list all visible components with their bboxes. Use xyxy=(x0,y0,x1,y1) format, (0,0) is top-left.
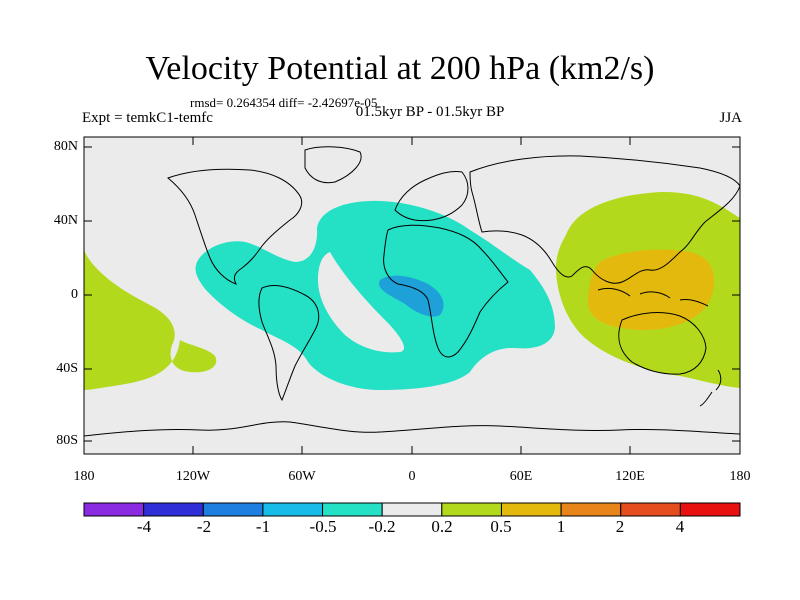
contour-neutral-tongue xyxy=(318,252,405,353)
season-label: JJA xyxy=(719,110,742,126)
colorbar-box xyxy=(381,502,443,517)
colorbar-label: -1 xyxy=(255,517,271,536)
xlabel-60e: 60E xyxy=(509,469,533,484)
colorbar xyxy=(83,502,741,517)
ylabel-80n: 80N xyxy=(53,139,78,154)
coastline-europe xyxy=(394,171,469,222)
xlabel-180w: 180 xyxy=(73,469,95,484)
contour-positive-pacific xyxy=(84,250,217,390)
colorbar-label: 0.5 xyxy=(490,517,512,536)
map-title: Velocity Potential at 200 hPa (km2/s) xyxy=(145,50,655,87)
colorbar-label: -0.5 xyxy=(309,517,337,536)
ylabel-40n: 40N xyxy=(53,213,78,228)
colorbar-box xyxy=(441,502,502,517)
ylabel-0: 0 xyxy=(71,287,78,302)
coastline-south-america xyxy=(258,285,320,402)
colorbar-label: 2 xyxy=(615,517,625,536)
colorbar-box xyxy=(500,502,562,517)
period-label: 01.5kyr BP - 01.5kyr BP xyxy=(355,104,505,120)
coastline-new-zealand xyxy=(699,369,722,407)
ylabel-40s: 40S xyxy=(56,361,78,376)
coastline-greenland xyxy=(304,146,362,184)
xlabel-60w: 60W xyxy=(288,469,316,484)
colorbar-box xyxy=(83,502,145,517)
axis-ticks xyxy=(83,137,741,454)
coastline-asia xyxy=(469,155,741,284)
colorbar-label: -2 xyxy=(196,517,212,536)
colorbar-box xyxy=(679,502,741,517)
colorbar-box xyxy=(322,502,383,517)
xlabel-120w: 120W xyxy=(175,469,211,484)
coastline-antarctica xyxy=(83,421,741,437)
coastline-australia xyxy=(618,312,707,375)
experiment-label: Expt = temkC1-temfc xyxy=(82,110,213,126)
contour-strong-negative xyxy=(379,275,444,317)
colorbar-label: 1 xyxy=(556,517,566,536)
colorbar-label: -0.2 xyxy=(368,517,396,536)
xlabel-120e: 120E xyxy=(615,469,645,484)
colorbar-box xyxy=(202,502,264,517)
ylabel-80s: 80S xyxy=(56,433,78,448)
coastline-north-america xyxy=(167,168,303,285)
coastline-africa xyxy=(383,224,509,358)
colorbar-label: -4 xyxy=(136,517,152,536)
xlabel-180e: 180 xyxy=(729,469,751,484)
contour-strong-positive xyxy=(587,249,715,330)
stats-line: rmsd= 0.264354 diff= -2.42697e-05 xyxy=(190,95,378,110)
colorbar-box xyxy=(262,502,324,517)
coastline-indonesia xyxy=(597,287,709,307)
colorbar-box xyxy=(560,502,622,517)
colorbar-box xyxy=(620,502,681,517)
coastlines xyxy=(83,146,741,437)
xlabel-0: 0 xyxy=(408,469,416,484)
colorbar-label: 4 xyxy=(675,517,685,536)
colorbar-box xyxy=(143,502,204,517)
colorbar-label: 0.2 xyxy=(431,517,453,536)
